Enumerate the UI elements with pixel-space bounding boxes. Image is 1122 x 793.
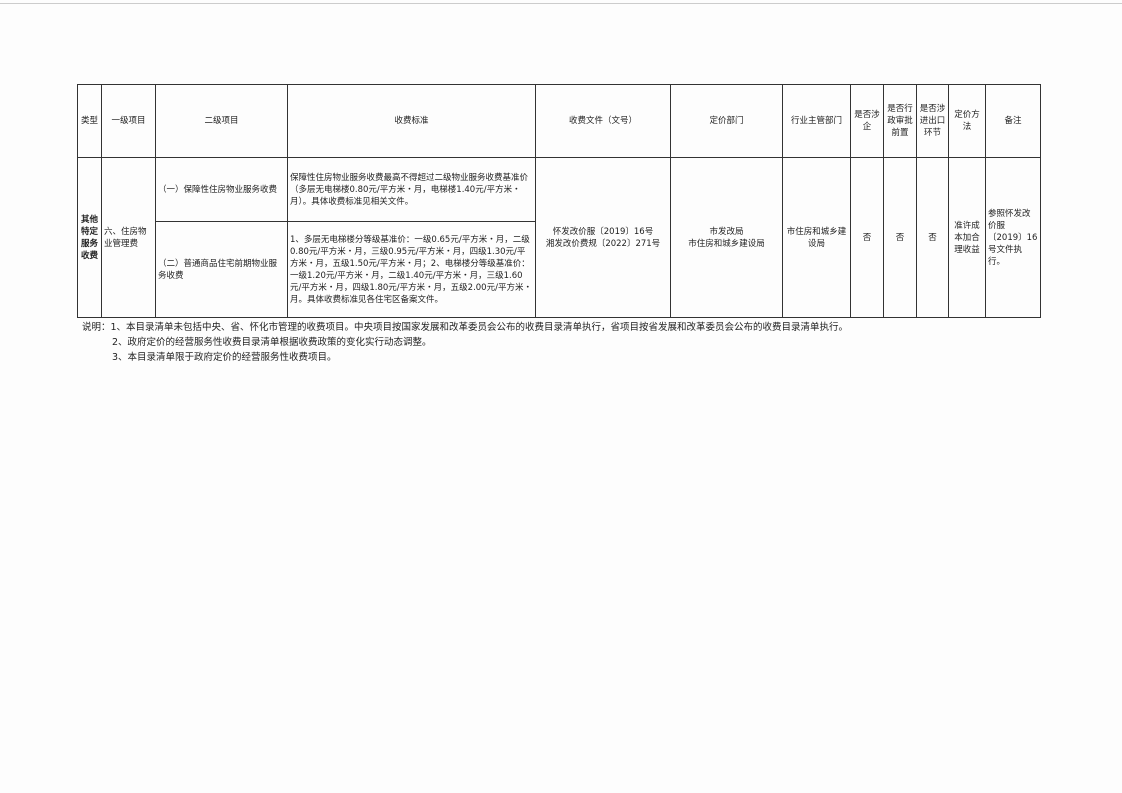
notes: 说明：1、本目录清单未包括中央、省、怀化市管理的收费项目。中央项目按国家发展和改… — [82, 320, 848, 365]
enterprise-cell: 否 — [850, 157, 884, 318]
header-cell: 收费标准 — [287, 84, 536, 158]
header-cell: 行业主管部门 — [782, 84, 851, 158]
header-cell: 是否涉进出口环节 — [916, 84, 949, 158]
header-cell: 备注 — [985, 84, 1041, 158]
level1-cell: 六、住房物业管理费 — [101, 157, 156, 318]
header-cell: 是否涉企 — [850, 84, 884, 158]
documents-cell: 怀发改价服〔2019〕16号 湘发改价费规〔2022〕271号 — [535, 157, 671, 318]
header-cell: 是否行政审批前置 — [883, 84, 917, 158]
header-cell: 一级项目 — [101, 84, 156, 158]
level2-cell: （二）普通商品住宅前期物业服务收费 — [155, 221, 288, 318]
note: 3、本目录清单限于政府定价的经营服务性收费项目。 — [112, 352, 337, 363]
table-row: （二）普通商品住宅前期物业服务收费 1、多层无电梯楼分等级基准价：一级0.65元… — [78, 221, 1041, 318]
dept: 市发改局 — [709, 226, 744, 237]
pricing-dept-cell: 市发改局 市住房和城乡建设局 — [670, 157, 783, 318]
import-export-cell: 否 — [916, 157, 949, 318]
fee-table: 类型 一级项目 二级项目 收费标准 收费文件（文号） 定价部门 行业主管部门 是… — [77, 84, 1041, 318]
table-row: 其他特定服务收费 六、住房物业管理费 （一）保障性住房物业服务收费 保障性住房物… — [77, 157, 1041, 318]
remarks-cell: 参照怀发改价服〔2019〕16号文件执行。 — [985, 157, 1041, 318]
standard-cell: 保障性住房物业服务收费最高不得超过二级物业服务收费基准价（多层无电梯楼0.80元… — [287, 157, 536, 222]
type-cell: 其他特定服务收费 — [77, 157, 102, 318]
header-cell: 定价方法 — [948, 84, 986, 158]
dept: 市住房和城乡建设局 — [688, 238, 765, 249]
header-row: 类型 一级项目 二级项目 收费标准 收费文件（文号） 定价部门 行业主管部门 是… — [77, 84, 1041, 158]
header-cell: 收费文件（文号） — [535, 84, 671, 158]
document: 怀发改价服〔2019〕16号 — [552, 226, 654, 237]
standard-cell: 1、多层无电梯楼分等级基准价：一级0.65元/平方米・月，二级0.80元/平方米… — [287, 221, 536, 318]
level2-cell: （一）保障性住房物业服务收费 — [155, 157, 288, 222]
pricing-method-cell: 准许成本加合理收益 — [948, 157, 986, 318]
header-cell: 二级项目 — [155, 84, 288, 158]
industry-dept-cell: 市住房和城乡建设局 — [782, 157, 851, 318]
note: 说明：1、本目录清单未包括中央、省、怀化市管理的收费项目。中央项目按国家发展和改… — [82, 322, 849, 333]
document: 湘发改价费规〔2022〕271号 — [545, 238, 661, 249]
header-cell: 定价部门 — [670, 84, 783, 158]
page-edge — [0, 3, 1122, 4]
header-cell: 类型 — [77, 84, 102, 158]
note: 2、政府定价的经营服务性收费目录清单根据收费政策的变化实行动态调整。 — [112, 337, 432, 348]
approval-cell: 否 — [883, 157, 917, 318]
